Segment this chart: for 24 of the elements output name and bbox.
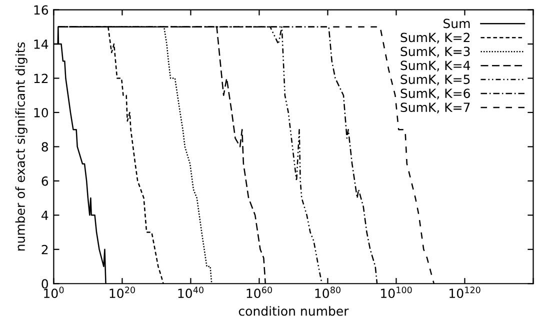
x-tick-label: 10$^{40}$ bbox=[178, 286, 204, 298]
y-tick-label: 16 bbox=[34, 5, 48, 15]
legend-label: SumK, K=3 bbox=[400, 46, 470, 58]
y-tick-label: 2 bbox=[42, 244, 48, 254]
legend-label: SumK, K=6 bbox=[400, 88, 470, 100]
x-tick-label: 10$^{120}$ bbox=[450, 286, 480, 298]
y-tick-label: 4 bbox=[41, 210, 48, 220]
y-axis-title: number of exact significant digits bbox=[15, 42, 28, 250]
y-tick-label: 12 bbox=[34, 74, 48, 83]
x-tick-label: 10$^{100}$ bbox=[381, 286, 412, 298]
x-tick-label: 10$^{60}$ bbox=[246, 286, 272, 298]
y-tick-label: 10 bbox=[34, 108, 48, 118]
y-tick-label: 6 bbox=[42, 176, 48, 186]
y-tick-label: 0 bbox=[42, 279, 48, 289]
x-tick-label: 10$^{20}$ bbox=[110, 286, 135, 298]
legend-label: SumK, K=7 bbox=[400, 102, 470, 114]
legend-label: SumK, K=4 bbox=[400, 60, 470, 72]
x-tick-label: 10$^{80}$ bbox=[315, 286, 340, 298]
legend-label: SumK, K=2 bbox=[400, 32, 470, 44]
x-axis-title: condition number bbox=[238, 306, 349, 316]
legend-label: SumK, K=5 bbox=[400, 74, 470, 86]
y-tick-label: 8 bbox=[42, 142, 48, 152]
y-tick-label: 14 bbox=[34, 40, 48, 49]
legend-label: Sum bbox=[444, 18, 470, 28]
